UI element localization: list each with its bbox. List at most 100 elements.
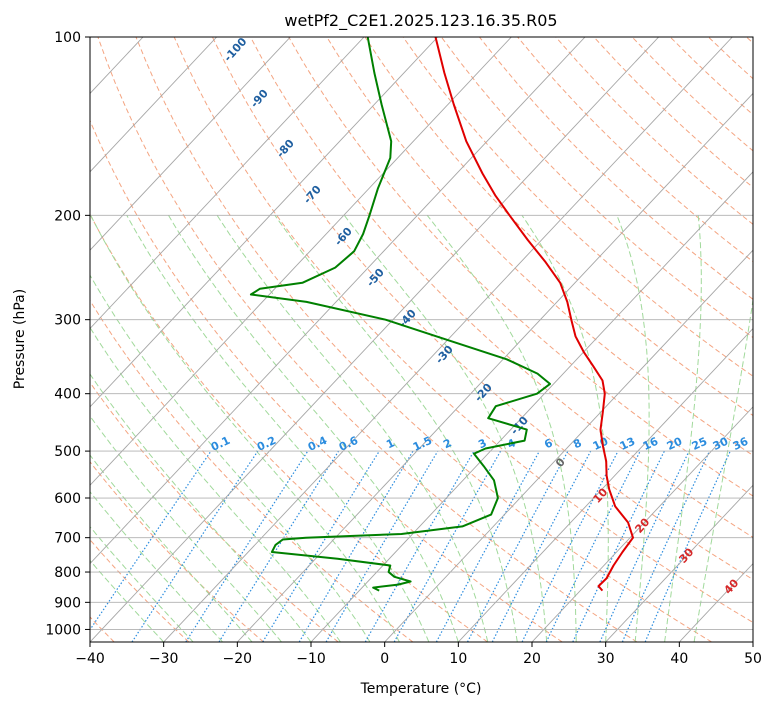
plot-area: -100-90-80-70-60-50-40-30-20-100.1 0.2 0.4… xyxy=(0,35,753,642)
line-label: -30 xyxy=(433,343,456,367)
isotherm-line xyxy=(90,37,512,486)
line-label: 6 xyxy=(542,436,555,451)
dry-adiabat-line xyxy=(135,37,712,642)
x-axis-ticks: −40 −30 −20 −10 0 10 20 30 40 50 xyxy=(75,642,762,667)
isotherm-line xyxy=(0,37,69,642)
mixing-ratio-line xyxy=(644,450,731,642)
mixing-ratio-line xyxy=(262,450,380,642)
moist-adiabat-line xyxy=(90,415,282,642)
moist-adiabat-line xyxy=(274,215,518,642)
x-tick-label: −20 xyxy=(223,651,253,667)
moist-adiabat-line xyxy=(90,215,400,642)
chart-title: wetPf2_C2E1.2025.123.16.35.R05 xyxy=(284,11,557,31)
line-label: 0 xyxy=(553,455,568,470)
temperature-profile-line xyxy=(434,37,634,592)
y-axis-label: Pressure (hPa) xyxy=(12,289,28,389)
isotherm-line xyxy=(605,484,753,642)
dry-adiabat-line xyxy=(440,37,753,339)
moist-adiabat-line xyxy=(90,559,165,642)
line-label: 25 xyxy=(690,435,709,453)
dry-adiabat-line xyxy=(97,37,638,642)
y-tick-label: 600 xyxy=(54,491,81,507)
mixing-ratio-line xyxy=(572,450,665,642)
x-tick-label: 30 xyxy=(597,651,615,667)
y-tick-label: 800 xyxy=(54,565,81,581)
moist-adiabat-line xyxy=(343,215,548,642)
isotherm-line xyxy=(752,641,753,642)
moist-adiabat-line xyxy=(168,215,459,642)
isotherm-line xyxy=(90,37,660,642)
dry-adiabat-line xyxy=(173,37,753,624)
moist-adiabat-line xyxy=(126,215,430,642)
mixing-ratio-line xyxy=(393,450,502,642)
dry-adiabat-line xyxy=(288,37,753,497)
y-tick-label: 100 xyxy=(54,30,81,46)
x-tick-label: −40 xyxy=(75,651,105,667)
line-label: -70 xyxy=(301,183,324,207)
isotherm-line xyxy=(90,37,291,251)
profile-lines xyxy=(249,37,634,592)
plot-frame xyxy=(89,36,754,643)
moist-adiabat-line xyxy=(90,525,194,642)
x-axis-label: Temperature (°C) xyxy=(360,681,482,697)
dry-adiabat-line xyxy=(517,37,753,263)
mixing-ratio-line xyxy=(435,450,540,642)
dewpoint-profile-line xyxy=(249,37,551,592)
moist-adiabat-line xyxy=(90,454,253,642)
x-tick-label: −30 xyxy=(149,651,179,667)
line-label: -50 xyxy=(364,266,387,290)
y-tick-label: 700 xyxy=(54,531,81,547)
line-label: -80 xyxy=(274,137,297,161)
x-tick-label: 50 xyxy=(744,651,762,667)
mixing-ratio-line xyxy=(621,450,711,642)
mixing-ratio-line xyxy=(298,450,414,642)
y-axis-ticks: 100 200 300 400 500 600 700 800 900 1000 xyxy=(45,30,90,638)
line-label: 13 xyxy=(618,435,637,453)
dry-adiabat-line xyxy=(90,213,488,642)
line-label: 2 xyxy=(441,436,453,451)
line-label: 10 xyxy=(591,435,611,453)
moist-adiabat-line xyxy=(664,215,702,642)
moist-adiabat-line xyxy=(521,215,609,642)
moist-adiabat-line xyxy=(90,326,341,642)
mixing-ratio-line xyxy=(185,450,309,642)
x-tick-label: 10 xyxy=(449,651,467,667)
y-tick-label: 900 xyxy=(54,595,81,611)
isotherm-line xyxy=(90,37,439,408)
moist-adiabat-line xyxy=(90,490,223,642)
mixing-ratio-lines xyxy=(90,450,731,642)
line-label: -90 xyxy=(248,87,271,111)
dry-adiabat-line xyxy=(479,37,753,300)
isotherm-line xyxy=(679,562,753,642)
dry-adiabat-line xyxy=(211,37,753,581)
moist-adiabats xyxy=(90,214,753,642)
x-tick-label: 20 xyxy=(523,651,541,667)
y-tick-label: 300 xyxy=(54,313,81,329)
mixing-ratio-line xyxy=(90,450,212,631)
dry-adiabat-line xyxy=(90,299,414,642)
isotherm-line xyxy=(237,92,753,642)
line-label: 20 xyxy=(665,435,685,453)
moist-adiabat-line xyxy=(90,274,371,642)
mixing-ratio-line xyxy=(599,450,690,642)
line-label: -60 xyxy=(332,225,355,249)
x-tick-label: −10 xyxy=(296,651,326,667)
line-label: 36 xyxy=(731,435,751,453)
mixing-ratio-line xyxy=(466,450,569,642)
dry-adiabat-line xyxy=(631,37,753,152)
moist-adiabat-line xyxy=(90,373,312,642)
mixing-ratio-line xyxy=(521,450,619,642)
line-label: -100 xyxy=(221,35,249,64)
isobars xyxy=(90,37,753,630)
isotherm-line xyxy=(310,171,753,642)
isotherm-line xyxy=(90,37,365,330)
isotherm-line xyxy=(531,406,753,642)
dry-adiabat-line xyxy=(90,539,190,642)
line-label: -20 xyxy=(472,381,495,405)
x-tick-label: 0 xyxy=(380,651,389,667)
x-tick-label: 40 xyxy=(670,651,688,667)
moist-adiabat-line xyxy=(426,214,577,642)
y-tick-label: 500 xyxy=(54,444,81,460)
line-label: 30 xyxy=(711,435,731,453)
